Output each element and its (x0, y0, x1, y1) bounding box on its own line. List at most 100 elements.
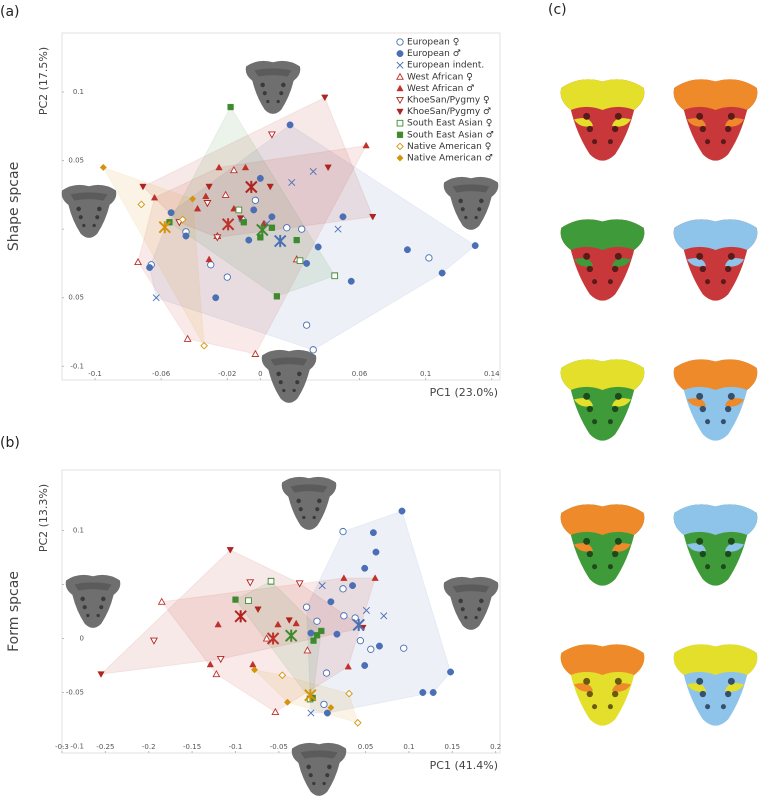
point (286, 121, 294, 129)
point (309, 346, 317, 354)
point (322, 669, 331, 677)
point (278, 671, 287, 680)
point (339, 527, 347, 536)
point (313, 617, 321, 625)
point (380, 612, 388, 620)
group-mean (352, 618, 365, 632)
x-tick-label: -0.02 (218, 370, 236, 378)
point (334, 225, 342, 233)
hull (306, 510, 452, 714)
hull (142, 96, 374, 238)
point (202, 192, 210, 200)
legend-marker (396, 50, 404, 58)
point (250, 666, 259, 674)
group-mean (284, 629, 298, 642)
x-tick-label: 0.14 (484, 370, 500, 378)
point (403, 246, 411, 254)
sacrum-render (673, 359, 758, 441)
point (362, 141, 370, 149)
point (240, 219, 247, 226)
sacrum-render (673, 644, 758, 726)
point (288, 178, 296, 187)
point (369, 529, 377, 537)
sacrum-icon (65, 574, 121, 628)
legend-marker (396, 119, 404, 127)
point (340, 574, 348, 581)
sacrum-render (673, 504, 758, 586)
point (213, 234, 222, 242)
point (302, 321, 311, 329)
point (331, 272, 339, 280)
legend-marker (396, 72, 404, 80)
sacrum-icon (61, 184, 117, 238)
point (293, 236, 300, 244)
legend-marker (396, 131, 404, 138)
point (215, 163, 223, 171)
point (296, 257, 304, 265)
point (349, 582, 357, 590)
point (314, 243, 322, 251)
point (327, 704, 335, 712)
sacrum-render (560, 359, 645, 441)
y-axis-label: PC2 (17.5%) (37, 47, 50, 115)
y-tick-label: 0.05 (68, 294, 84, 302)
point (298, 225, 306, 233)
group-mean (234, 610, 247, 623)
group-mean (304, 689, 317, 702)
point (235, 206, 243, 214)
x-tick-label: -0.25 (96, 743, 114, 751)
point (149, 637, 158, 645)
point (139, 183, 147, 191)
point (273, 293, 280, 300)
point (183, 334, 192, 342)
point (205, 255, 213, 263)
group-mean (158, 221, 172, 234)
plot-frame (61, 469, 501, 754)
point (344, 662, 352, 670)
point (371, 574, 379, 581)
x-tick-label: 0.1 (420, 370, 431, 378)
panel-label: (a) (0, 4, 20, 20)
point (200, 341, 208, 350)
y-tick-label: 0.05 (68, 157, 84, 165)
y-tick-label: -0.1 (70, 743, 84, 751)
point (182, 232, 190, 240)
point (429, 689, 437, 696)
point (327, 598, 335, 606)
sacrum-render (673, 219, 758, 301)
sacrum-icon (245, 60, 301, 114)
point (150, 193, 159, 201)
x-tick-label: -0.05 (270, 743, 288, 751)
point (339, 213, 347, 221)
sacrum-icon (281, 476, 337, 530)
x-tick-label: 0.06 (352, 370, 368, 378)
point (425, 254, 433, 262)
point (206, 660, 214, 668)
point (203, 200, 212, 208)
hull (102, 166, 205, 346)
point (241, 163, 250, 171)
point (216, 656, 225, 664)
point (256, 174, 264, 182)
group-mean (256, 223, 269, 237)
group-mean (245, 180, 258, 194)
point (318, 627, 325, 635)
legend-marker (396, 38, 404, 46)
point (283, 224, 291, 232)
point (229, 166, 238, 174)
scatter-plot: -0.3 -0.25 -0.2 -0.15 -0.1 -0.05 0.05 0.1 0.15 0.… (0, 435, 501, 772)
point (178, 215, 187, 224)
x-tick-label: 0.2 (490, 743, 501, 751)
sacrum-icon (443, 576, 499, 630)
y-tick-label: -0.1 (70, 362, 84, 370)
point (292, 619, 300, 627)
legend-label: South East Asian ♀ (407, 119, 492, 129)
x-tick-label: 0 (258, 370, 262, 378)
point (361, 662, 369, 669)
x-tick-label: 0.05 (358, 743, 374, 751)
point (347, 277, 355, 285)
point (249, 660, 257, 668)
point (212, 294, 220, 302)
legend-marker (396, 61, 404, 69)
